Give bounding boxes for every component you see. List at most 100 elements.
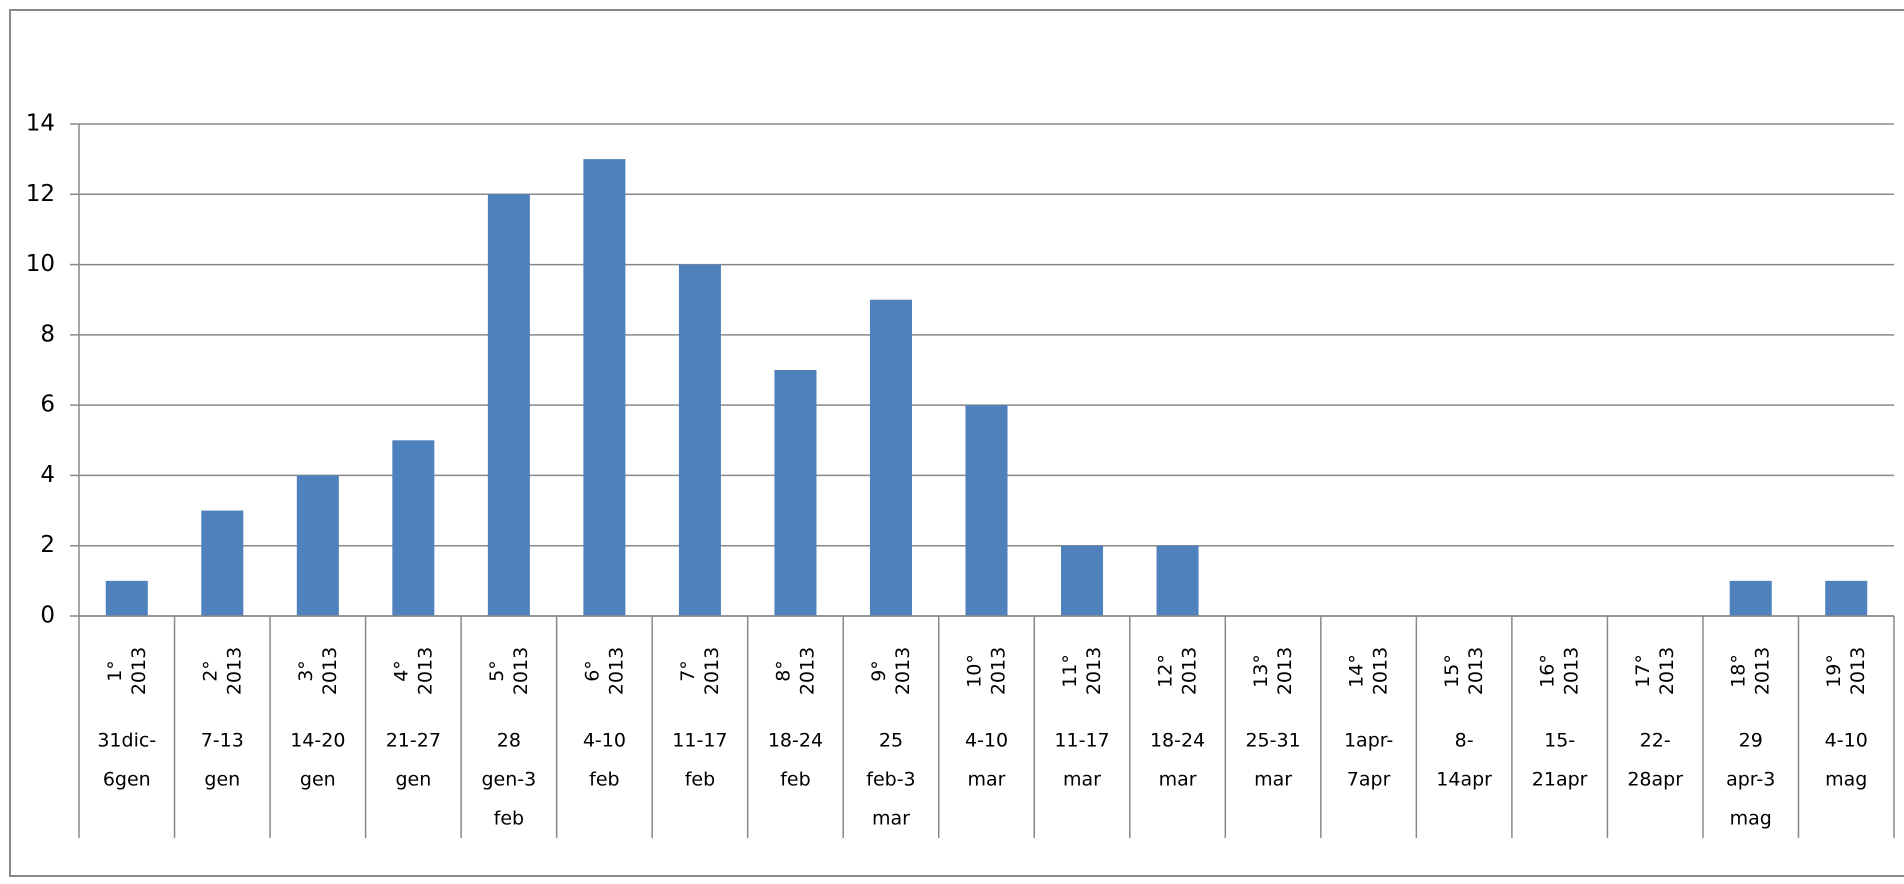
period-label: gen-3 [481,769,536,791]
x-tick-label-line: 9° [867,660,889,682]
x-tick-label-line: 2013 [1274,647,1296,695]
period-label: feb [685,769,715,791]
x-tick-label: 11° 2013 [1059,647,1105,695]
x-tick-label: 12° 2013 [1154,647,1200,695]
x-tick-label-line: 15° [1441,654,1463,688]
x-tick-label: 5° 2013 [485,647,531,695]
period-label: feb [589,769,619,791]
y-tick-label: 4 [40,462,55,488]
period-label: 18-24 [1150,730,1205,752]
x-tick-label-line: 2013 [1560,647,1582,695]
x-tick-label-line: 17° [1632,654,1654,688]
x-tick-label-line: 18° [1727,654,1749,688]
x-tick-label-line: 11° [1059,654,1081,688]
bar [392,440,435,616]
period-label: mag [1825,769,1867,791]
x-tick-label: 8° 2013 [772,647,818,695]
y-tick-label: 14 [26,111,55,137]
x-tick-label-line: 1° [103,660,125,682]
x-tick-label-line: 2013 [796,647,818,695]
period-label: 22- [1640,730,1671,752]
period-label: 4-10 [583,730,626,752]
period-label: mar [1159,769,1197,791]
period-label: feb [780,769,810,791]
period-label: 28apr [1627,769,1683,791]
x-tick-label-line: 2013 [891,647,913,695]
y-tick-label: 6 [40,392,55,418]
period-label: 11-17 [672,730,727,752]
period-label: mar [968,769,1006,791]
bar [869,299,912,616]
x-tick-label-line: 7° [676,660,698,682]
period-label: 4-10 [965,730,1008,752]
period-label: 21apr [1532,769,1588,791]
y-tick-label: 12 [26,181,55,207]
x-tick-label: 10° 2013 [963,647,1009,695]
x-tick-label: 3° 2013 [294,647,340,695]
y-tick-label: 8 [40,321,55,347]
period-label: 21-27 [386,730,441,752]
y-tick-label: 0 [40,603,55,629]
y-tick-label: 2 [40,532,55,558]
period-label: apr-3 [1726,769,1775,791]
period-label: 7-13 [201,730,244,752]
x-tick-label-line: 2013 [1465,647,1487,695]
x-tick-label-line: 2° [199,660,221,682]
period-label: 11-17 [1054,730,1109,752]
period-label: 18-24 [768,730,823,752]
bar [1729,580,1772,616]
bar [583,159,626,616]
x-tick-label-line: 2013 [127,647,149,695]
x-tick-label-line: 2013 [605,647,627,695]
period-label: 25 [879,730,903,752]
period-label: feb [494,808,524,830]
period-label: 15- [1544,730,1575,752]
y-tick-label: 10 [26,251,55,277]
x-tick-label-line: 14° [1345,654,1367,688]
x-tick-label-line: 19° [1823,654,1845,688]
x-tick-label-line: 2013 [223,647,245,695]
x-tick-label-line: 2013 [700,647,722,695]
period-label: 7apr [1347,769,1391,791]
x-tick-label: 7° 2013 [676,647,722,695]
period-label: 4-10 [1825,730,1868,752]
bar [105,580,148,616]
period-label: feb-3 [866,769,915,791]
x-tick-label: 4° 2013 [390,647,436,695]
period-label: gen [395,769,431,791]
x-tick-label: 1° 2013 [103,647,149,695]
x-tick-label-line: 16° [1536,654,1558,688]
x-tick-label-line: 2013 [1847,647,1869,695]
x-tick-label-line: 2013 [509,647,531,695]
bar [296,475,339,616]
x-tick-label: 13° 2013 [1250,647,1296,695]
bar [1825,580,1868,616]
period-label: mag [1730,808,1772,830]
period-label: 8- [1455,730,1474,752]
x-tick-label: 19° 2013 [1823,647,1869,695]
bar [678,264,721,616]
x-tick-label-line: 5° [485,660,507,682]
x-tick-label-line: 10° [963,654,985,688]
x-tick-label-line: 4° [390,660,412,682]
bar [774,370,817,616]
bar [201,510,244,616]
period-label: 6gen [103,769,151,791]
period-label: mar [1063,769,1101,791]
x-tick-label: 14° 2013 [1345,647,1391,695]
chart-frame [9,9,1904,877]
bar [1061,545,1104,616]
period-label: 1apr- [1344,730,1393,752]
x-tick-label: 9° 2013 [867,647,913,695]
x-tick-label: 15° 2013 [1441,647,1487,695]
x-tick-label-line: 2013 [1083,647,1105,695]
bar [1156,545,1199,616]
period-label: mar [872,808,910,830]
period-label: 25-31 [1245,730,1300,752]
x-tick-label-line: 3° [294,660,316,682]
period-label: 29 [1739,730,1763,752]
x-tick-label: 2° 2013 [199,647,245,695]
x-tick-label-line: 2013 [1751,647,1773,695]
x-tick-label-line: 12° [1154,654,1176,688]
